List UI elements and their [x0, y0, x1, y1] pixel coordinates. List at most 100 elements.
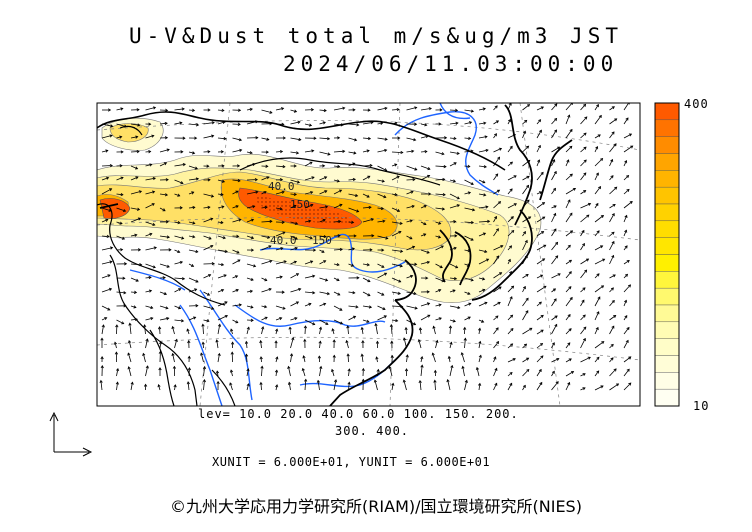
wind-arrow-head [626, 326, 630, 331]
wind-arrow [261, 176, 270, 181]
wind-arrow-head [526, 357, 530, 361]
wind-arrow-head [120, 248, 124, 252]
map-frame [96, 102, 641, 407]
wind-arrow [493, 302, 501, 307]
wind-arrow-head [211, 134, 215, 138]
wind-arrow-head [355, 305, 359, 309]
wind-arrow-head [267, 235, 271, 239]
wind-arrow [116, 319, 124, 325]
wind-arrow-head [478, 354, 482, 358]
wind-arrow [507, 203, 517, 209]
wind-arrow [261, 316, 268, 321]
wind-arrow [217, 274, 227, 279]
wind-arrow-head [162, 208, 166, 212]
wind-arrow [580, 104, 586, 111]
wind-arrow [260, 356, 262, 363]
wind-arrow-head [275, 384, 279, 388]
wind-arrow [217, 263, 224, 266]
wind-arrow [580, 314, 586, 321]
wind-arrow-head [201, 341, 205, 345]
wind-arrow-head [298, 287, 302, 291]
wind-arrow-head [150, 305, 154, 310]
wind-arrow-head [107, 274, 111, 278]
wind-arrow-head [367, 279, 371, 283]
wind-arrow-head [361, 340, 365, 344]
wind-arrow-head [193, 316, 197, 320]
wind-arrow [187, 381, 190, 391]
wind-arrow [319, 319, 329, 325]
wind-arrow-head [322, 121, 326, 125]
wind-arrow-head [613, 315, 617, 318]
wind-arrow-head [447, 355, 451, 359]
wind-arrow-head [135, 166, 139, 170]
wind-arrow [145, 290, 152, 293]
wind-arrow-head [454, 234, 458, 238]
wind-arrow [390, 324, 393, 335]
wind-arrow-head [105, 218, 109, 222]
wind-arrow [261, 260, 272, 265]
wind-arrow [551, 146, 560, 153]
wind-arrow [319, 235, 327, 238]
wind-arrow [391, 305, 403, 307]
wind-arrow [246, 163, 256, 167]
wind-arrow [478, 206, 488, 209]
wind-arrow-head [351, 247, 355, 251]
wind-arrow [449, 162, 457, 167]
wind-arrow-head [602, 258, 606, 262]
wind-arrow [406, 179, 415, 181]
wind-arrow-head [255, 120, 259, 124]
wind-arrow [348, 151, 356, 154]
wind-arrow [464, 235, 474, 241]
wind-arrow [391, 207, 400, 212]
wind-arrow-head [569, 296, 573, 301]
wind-arrow-head [206, 319, 210, 323]
wind-arrow-head [509, 371, 513, 376]
wind-arrow-head [404, 326, 408, 331]
wind-arrow [464, 121, 472, 125]
wind-arrow [232, 275, 238, 279]
wind-arrow-head [625, 117, 629, 121]
wind-arrow [130, 382, 133, 391]
wind-arrow [275, 191, 285, 195]
wind-arrow-head [238, 218, 242, 222]
wind-arrow [101, 165, 113, 167]
wind-arrow [536, 343, 543, 349]
colorbar-segment [654, 170, 680, 188]
wind-arrow [536, 258, 545, 265]
wind-arrow [347, 325, 349, 335]
wind-arrow-head [496, 255, 499, 259]
wind-arrow-head [595, 202, 599, 207]
wind-arrow [551, 159, 555, 167]
wind-arrow [551, 315, 558, 321]
wind-arrow-head [528, 216, 532, 220]
wind-arrow-head [596, 103, 599, 108]
wind-arrow [391, 291, 401, 295]
wind-arrow [319, 137, 330, 140]
wind-arrow [623, 201, 633, 209]
wind-arrow-head [136, 108, 140, 112]
wind-arrow-head [202, 365, 207, 370]
wind-arrow [348, 178, 356, 181]
wind-arrow [565, 271, 572, 279]
wind-arrow [333, 150, 345, 153]
wind-arrow-head [192, 205, 196, 210]
wind-arrow [188, 123, 199, 126]
wind-arrow [478, 179, 485, 184]
wind-arrow-head [229, 382, 233, 386]
wind-arrow [435, 178, 445, 181]
wind-arrow [507, 343, 513, 349]
wind-arrow-head [555, 381, 559, 385]
wind-arrow-head [612, 274, 616, 278]
wind-arrow-head [323, 108, 327, 113]
wind-arrow-head [296, 180, 301, 184]
wind-arrow [145, 365, 149, 377]
wind-arrow [435, 151, 445, 155]
wind-arrow [174, 122, 182, 125]
wind-arrow-head [409, 236, 413, 240]
wind-arrow-head [294, 317, 298, 321]
wind-arrow-head [470, 220, 475, 225]
wind-arrow-head [374, 322, 378, 327]
wind-arrow-head [538, 368, 542, 373]
wind-arrow-head [352, 315, 357, 319]
wind-arrow-head [630, 145, 634, 149]
